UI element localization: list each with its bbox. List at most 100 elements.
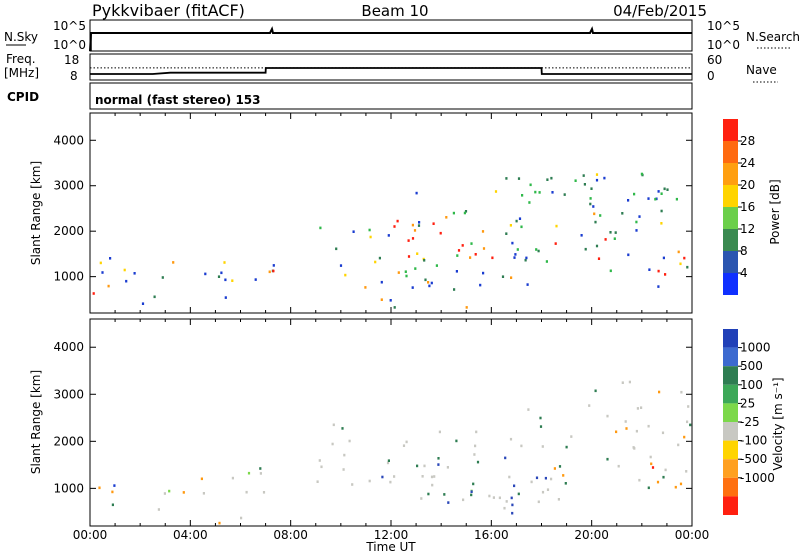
- data-cell: [537, 500, 540, 504]
- data-cell: [657, 285, 660, 288]
- data-cell: [662, 256, 665, 260]
- data-cell: [624, 420, 627, 423]
- data-cell: [433, 475, 436, 478]
- velocity-cbar-label-value: -500: [740, 452, 767, 466]
- time-tick-label: 12:00: [374, 528, 409, 542]
- data-cell: [405, 274, 408, 278]
- ytick-label: 3000: [53, 387, 84, 401]
- data-cell: [231, 279, 234, 282]
- data-cell: [163, 492, 166, 495]
- nsky-label: N.Sky: [4, 30, 38, 44]
- nsearch-tick-bottom: 10^0: [707, 38, 740, 52]
- freq-label-1: Freq.: [6, 52, 36, 66]
- data-cell: [679, 482, 683, 486]
- data-cell: [335, 247, 338, 251]
- data-cell: [679, 262, 682, 266]
- date-title: 04/Feb/2015: [613, 2, 707, 20]
- data-cell: [380, 298, 383, 301]
- data-cell: [231, 476, 234, 480]
- data-cell: [262, 491, 266, 494]
- data-cell: [157, 508, 160, 511]
- data-cell: [268, 270, 271, 274]
- data-cell: [404, 270, 407, 273]
- data-cell: [550, 477, 553, 481]
- data-cell: [520, 444, 523, 448]
- data-cell: [550, 176, 553, 180]
- data-cell: [465, 306, 468, 309]
- data-cell: [387, 459, 390, 462]
- data-cell: [254, 278, 257, 281]
- freq-line: [90, 67, 692, 75]
- data-cell: [510, 496, 513, 500]
- data-cell: [661, 431, 665, 435]
- data-cell: [331, 442, 334, 446]
- data-cell: [514, 253, 517, 256]
- data-cell: [628, 380, 631, 384]
- freq-tick-top: 18: [64, 53, 79, 67]
- nave-tick-top: 60: [707, 53, 722, 67]
- power-cbar-segment: [723, 185, 738, 207]
- data-cell: [421, 475, 424, 478]
- freq-strip: Freq. [MHz] 18 8 60 0 Nave: [4, 52, 778, 83]
- data-cell: [595, 173, 599, 176]
- velocity-cbar-label-value: 1000: [740, 341, 771, 355]
- data-cell: [541, 490, 545, 494]
- data-cell: [635, 220, 638, 224]
- beam-title: Beam 10: [361, 2, 428, 20]
- ytick-label: 2000: [53, 434, 84, 448]
- time-tick-label: 08:00: [273, 528, 308, 542]
- velocity-cbar-segment: [723, 366, 738, 385]
- data-cell: [635, 429, 638, 433]
- data-cell: [479, 283, 482, 287]
- data-cell: [604, 238, 607, 241]
- data-cell: [503, 506, 506, 510]
- data-cell: [551, 191, 554, 194]
- data-cell: [452, 211, 455, 215]
- data-cell: [316, 480, 319, 483]
- velocity-cbar-segment: [723, 347, 738, 367]
- data-cell: [101, 271, 104, 274]
- power-ylabel: Slant Range [km]: [29, 161, 43, 265]
- data-cell: [428, 284, 431, 288]
- data-cell: [424, 278, 427, 282]
- data-cell: [565, 445, 568, 449]
- station-title: Pykkvibaer (fitACF): [92, 1, 245, 20]
- data-cell: [535, 248, 538, 251]
- data-cell: [443, 493, 446, 496]
- ytick-label: 1000: [53, 270, 84, 284]
- data-cell: [505, 232, 508, 235]
- data-cell: [614, 231, 617, 234]
- data-cell: [414, 267, 417, 270]
- data-cell: [92, 292, 95, 295]
- data-cell: [680, 390, 683, 394]
- data-cell: [563, 193, 566, 196]
- data-cell: [609, 231, 612, 234]
- nave-tick-bottom: 0: [707, 69, 715, 83]
- data-cell: [437, 457, 440, 460]
- data-cell: [640, 172, 643, 176]
- data-cell: [259, 472, 262, 475]
- data-cell: [546, 178, 549, 181]
- data-cell: [470, 242, 473, 245]
- data-cell: [133, 272, 136, 275]
- data-cell: [470, 490, 473, 493]
- data-cell: [470, 493, 473, 497]
- data-cell: [240, 516, 243, 520]
- data-cell: [664, 273, 667, 276]
- data-cell: [272, 264, 275, 267]
- data-cell: [510, 276, 513, 279]
- velocity-cbar-segment: [723, 422, 738, 441]
- data-cell: [658, 390, 661, 394]
- data-cell: [640, 406, 643, 409]
- velocity-cbar-label-value: 25: [740, 396, 755, 410]
- data-cell: [456, 254, 459, 257]
- data-cell: [505, 500, 508, 503]
- data-cell: [339, 264, 343, 267]
- freq-tick-bottom: 8: [70, 69, 78, 83]
- data-cell: [342, 468, 345, 471]
- data-cell: [625, 427, 628, 430]
- data-cell: [389, 480, 392, 484]
- data-cell: [546, 488, 550, 491]
- data-cell: [343, 453, 346, 457]
- data-cell: [319, 226, 322, 230]
